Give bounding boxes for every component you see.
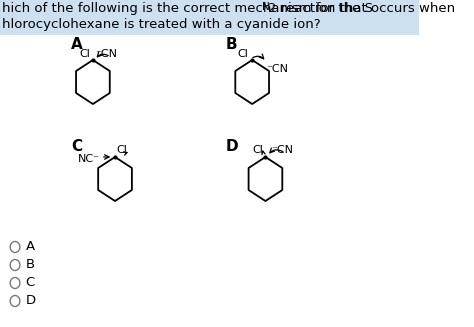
- Text: A: A: [71, 37, 82, 52]
- Text: N: N: [262, 2, 270, 12]
- Text: ⁻CN: ⁻CN: [266, 64, 288, 74]
- Text: B: B: [26, 259, 35, 271]
- Text: hich of the following is the correct mechanism for the S: hich of the following is the correct mec…: [2, 2, 373, 15]
- Text: C: C: [26, 277, 35, 289]
- Text: D: D: [26, 295, 36, 307]
- Text: 2 reaction that occurs when: 2 reaction that occurs when: [268, 2, 455, 15]
- Text: ⁻CN: ⁻CN: [96, 49, 118, 59]
- Text: C: C: [71, 139, 82, 154]
- Text: NC⁻: NC⁻: [78, 154, 100, 164]
- Text: B: B: [226, 37, 237, 52]
- Text: Cl: Cl: [238, 49, 249, 59]
- Text: D: D: [226, 139, 238, 154]
- Text: A: A: [26, 240, 35, 253]
- FancyBboxPatch shape: [0, 0, 419, 35]
- Text: hlorocyclohexane is treated with a cyanide ion?: hlorocyclohexane is treated with a cyani…: [2, 18, 320, 31]
- Text: ⁻CN: ⁻CN: [271, 145, 293, 155]
- Text: Cl: Cl: [117, 145, 128, 155]
- Text: Cl: Cl: [253, 145, 264, 155]
- Text: Cl: Cl: [79, 49, 90, 59]
